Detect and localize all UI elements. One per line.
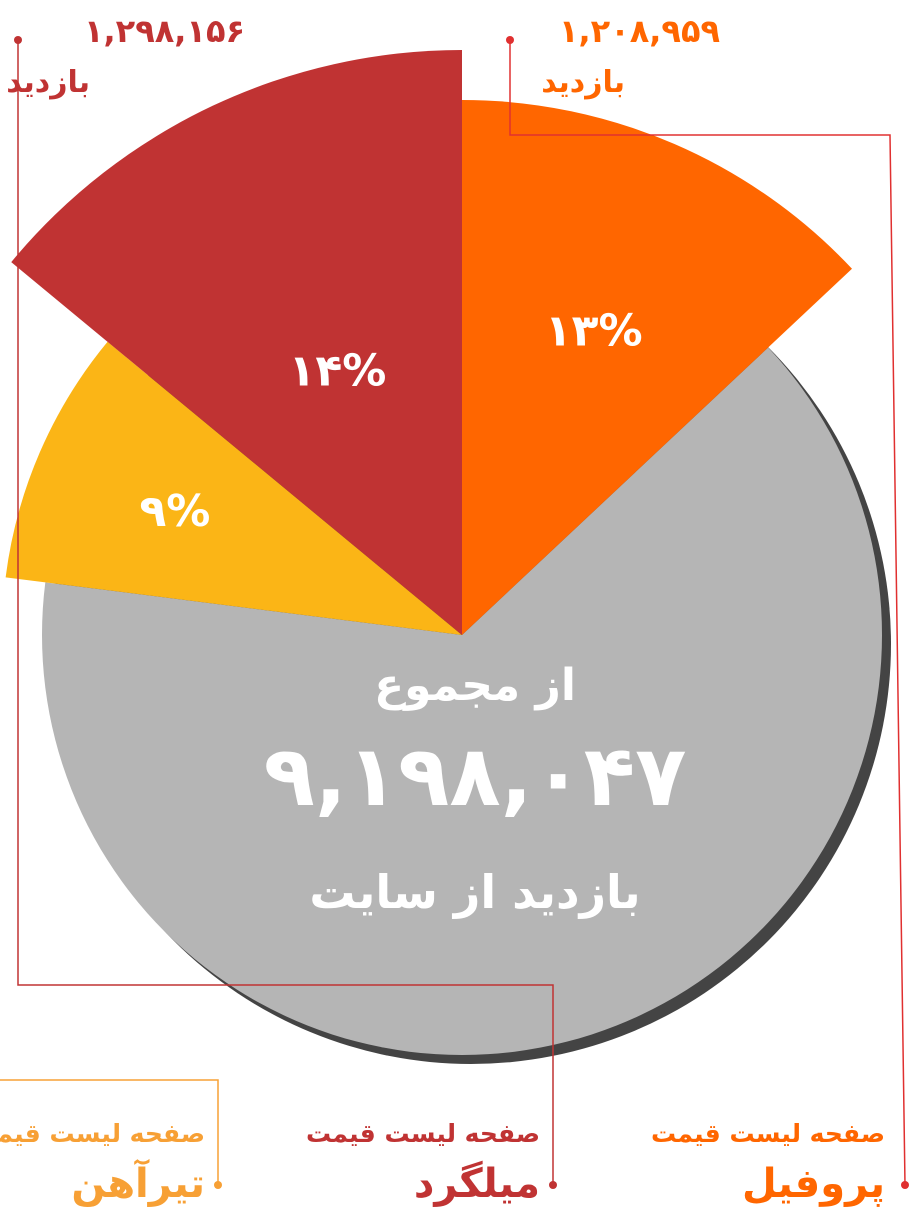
leader-dot	[506, 36, 514, 44]
pie-slice	[11, 50, 462, 635]
center-text: ۹,۱۹۸,۰۴۷	[264, 727, 687, 825]
category-prefix: صفحه لیست قیمت	[306, 1119, 540, 1148]
visit-unit: بازدید	[6, 65, 90, 100]
center-text: از مجموع	[374, 660, 576, 711]
slice-label: ۱۴%	[289, 345, 387, 396]
leader-line	[17, 40, 554, 1185]
category-prefix: صفحه لیست قیمت	[651, 1119, 885, 1148]
visit-unit: بازدید	[541, 65, 625, 100]
leader-line	[0, 1079, 219, 1185]
visit-count: ۱,۲۹۸,۱۵۶	[84, 12, 245, 50]
category-name: میلگرد	[414, 1160, 540, 1207]
leader-dot	[214, 1181, 222, 1189]
leader-dot	[549, 1181, 557, 1189]
pie-slice	[42, 347, 882, 1055]
leader-dot	[14, 36, 22, 44]
labels: ۹% ۱۴% ۱۳% از مجموع ۹,۱۹۸,۰۴۷ بازدید از سایت ص…	[0, 12, 909, 1207]
slice-label: ۹%	[139, 486, 210, 537]
slice-label: ۱۳%	[545, 306, 643, 357]
leader-line	[509, 40, 906, 1186]
pie-slice	[5, 341, 463, 635]
slices	[5, 50, 891, 1064]
center-text: بازدید از سایت	[309, 865, 640, 919]
category-name: پروفیل	[742, 1161, 885, 1207]
leader-dot	[901, 1181, 909, 1189]
visit-count: ۱,۲۰۸,۹۵۹	[559, 12, 720, 50]
category-name: تیرآهن	[71, 1158, 205, 1207]
pie-slice	[462, 100, 852, 635]
category-prefix: صفحه لیست قیمت	[0, 1119, 205, 1148]
